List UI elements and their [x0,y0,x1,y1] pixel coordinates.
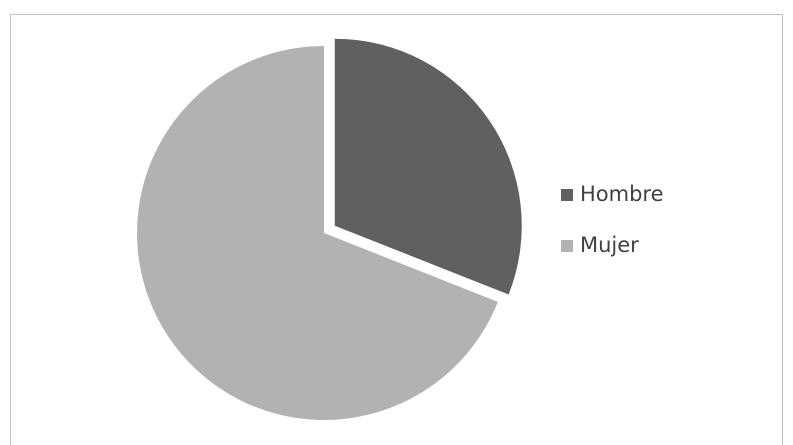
legend-label: Mujer [580,233,639,257]
legend-swatch [561,240,573,252]
legend-swatch [561,189,573,201]
pie-slice [334,38,522,295]
legend-label: Hombre [580,182,664,206]
pie-slice [137,46,498,420]
